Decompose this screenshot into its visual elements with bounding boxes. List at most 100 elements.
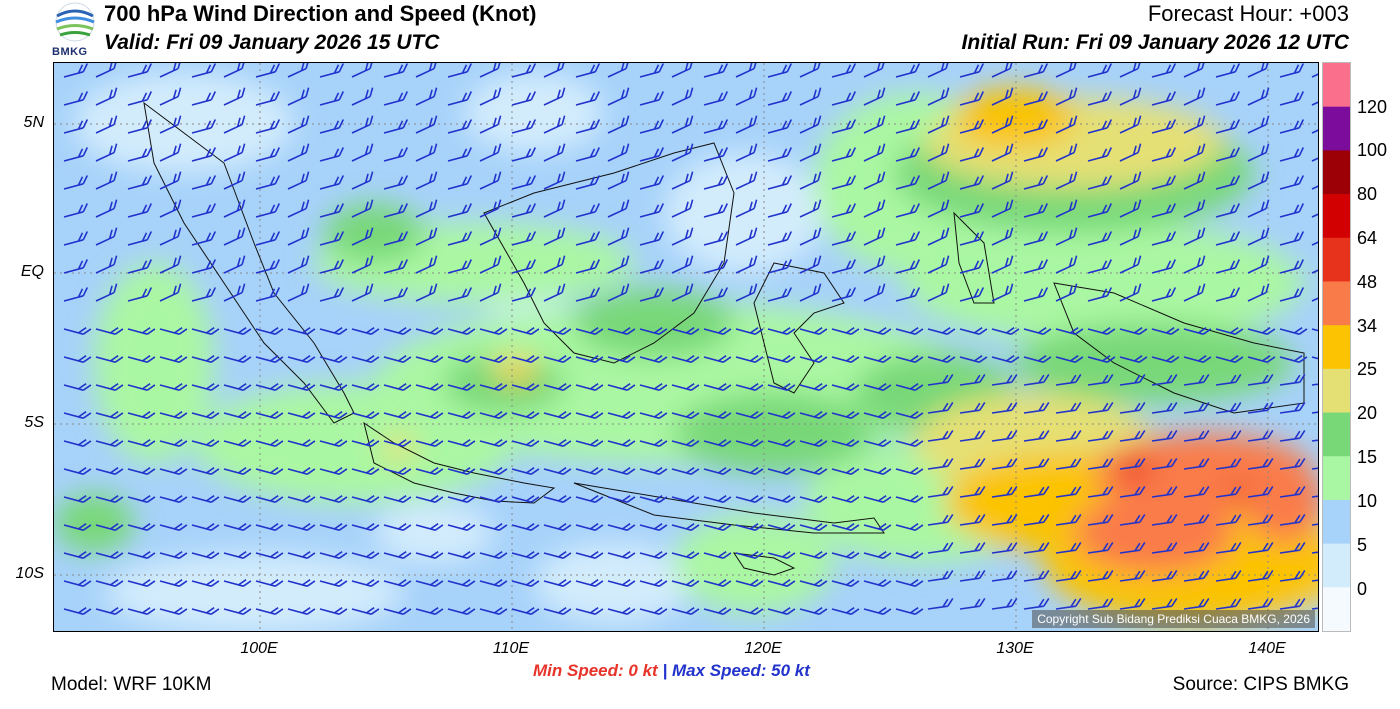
wind-barb [383, 231, 409, 246]
wind-barb [1087, 259, 1113, 274]
wind-barb [863, 579, 892, 587]
wind-barb [287, 87, 310, 106]
wind-barb [1119, 374, 1146, 386]
wind-barb [863, 607, 892, 615]
wind-barb [1151, 203, 1177, 218]
wind-barb [1055, 115, 1078, 134]
wind-barb [959, 91, 985, 106]
wind-barb [223, 551, 252, 559]
wind-barb [351, 63, 374, 78]
wind-barb [1119, 570, 1146, 582]
wind-barb [127, 551, 156, 559]
wind-barb [703, 259, 729, 274]
wind-barb [223, 495, 252, 503]
wind-barb [63, 175, 89, 190]
wind-barb [319, 607, 348, 615]
wind-barb [191, 439, 220, 447]
wind-barb [1087, 514, 1114, 526]
wind-barb [1215, 598, 1242, 610]
wind-barb [511, 63, 537, 78]
wind-barb [1055, 283, 1078, 302]
colorbar-segment [1323, 456, 1350, 501]
wind-barb [319, 119, 345, 134]
wind-barb [1087, 327, 1116, 335]
wind-barb [511, 607, 540, 615]
wind-barb [831, 287, 857, 302]
wind-barb [127, 439, 156, 447]
wind-barb [1279, 63, 1305, 78]
wind-barb [1279, 402, 1306, 414]
wind-barb [735, 383, 764, 391]
wind-barb [607, 227, 630, 246]
wind-barb [351, 171, 374, 190]
wind-barb [799, 467, 828, 475]
wind-barb [703, 91, 729, 106]
wind-barb [1311, 514, 1318, 526]
wind-barb [191, 259, 217, 274]
wind-barb [575, 411, 604, 419]
wind-barb [1087, 91, 1113, 106]
wind-barb [831, 355, 860, 363]
wind-barb [223, 327, 252, 335]
logo-text: BMKG [52, 46, 88, 58]
wind-barb [319, 147, 345, 162]
wind-barb [1087, 570, 1114, 582]
wind-barb [1151, 374, 1178, 386]
lat-label: 10S [15, 565, 44, 582]
wind-barb [991, 143, 1014, 162]
wind-barb [95, 227, 118, 246]
wind-barb [671, 255, 694, 274]
wind-barb [991, 514, 1018, 526]
wind-barb [287, 199, 310, 218]
wind-barb [1279, 430, 1306, 442]
wind-barb [735, 551, 764, 559]
wind-barb [159, 523, 188, 531]
wind-barb [1087, 203, 1113, 218]
wind-barb [1247, 402, 1274, 414]
wind-barb [63, 287, 89, 302]
wind-barb [223, 355, 252, 363]
wind-barb [351, 607, 380, 615]
wind-barb [959, 203, 985, 218]
wind-barb [735, 255, 758, 274]
wind-barb [511, 119, 537, 134]
wind-barb [159, 87, 182, 106]
wind-barb [127, 523, 156, 531]
wind-barb [287, 383, 316, 391]
wind-barb [511, 411, 540, 419]
wind-barb [191, 411, 220, 419]
wind-barb [223, 467, 252, 475]
wind-barb [1311, 486, 1318, 498]
wind-barb [1215, 287, 1241, 302]
wind-barb [63, 119, 89, 134]
wind-barb [735, 523, 764, 531]
lon-label: 120E [744, 640, 782, 657]
wind-barb [95, 439, 124, 447]
wind-barb [383, 287, 409, 302]
wind-barb [447, 63, 473, 78]
wind-barb [1023, 175, 1049, 190]
wind-barb [895, 91, 921, 106]
wind-barb [159, 355, 188, 363]
wind-barb [447, 495, 476, 503]
wind-barb [1055, 542, 1082, 554]
wind-barb [831, 439, 860, 447]
wind-barb [287, 255, 310, 274]
wind-barb [927, 355, 956, 363]
wind-barb [1311, 143, 1318, 162]
wind-barb [863, 115, 886, 134]
data-source: Source: CIPS BMKG [1172, 674, 1349, 695]
wind-barb [223, 579, 252, 587]
wind-barb [543, 283, 566, 302]
colorbar-label: 120 [1357, 97, 1388, 117]
wind-barb [543, 579, 572, 587]
wind-barb [127, 355, 156, 363]
wind-barb [1279, 203, 1305, 218]
wind-barb [607, 171, 630, 190]
wind-barb [959, 147, 985, 162]
wind-barb [1119, 63, 1142, 78]
wind-barb [895, 175, 921, 190]
wind-barb [127, 119, 153, 134]
lat-label: 5N [23, 114, 44, 131]
wind-barb [895, 147, 921, 162]
